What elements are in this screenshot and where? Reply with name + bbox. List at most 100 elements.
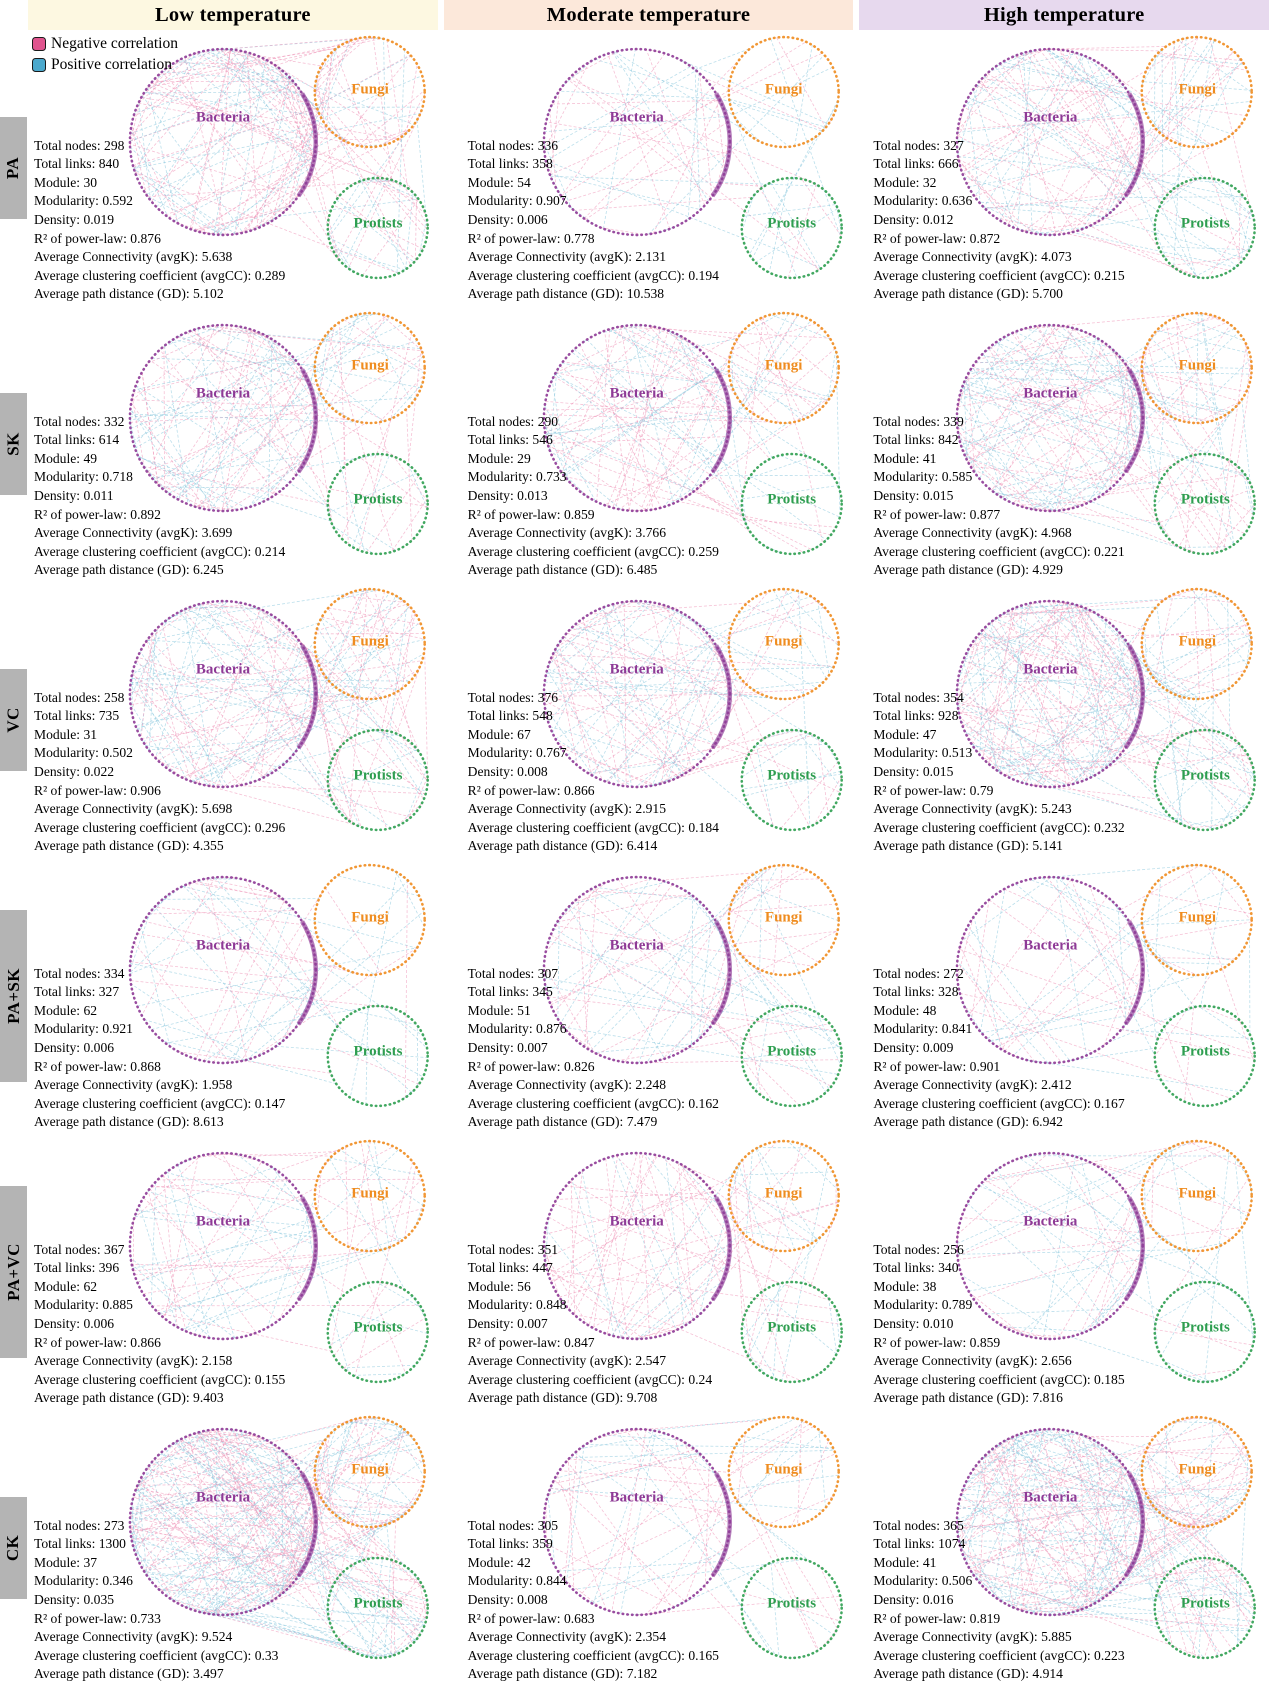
network-graph	[128, 863, 429, 1108]
stat-module: Module: 41	[873, 450, 1124, 469]
stat-value: 0.733	[130, 1610, 161, 1626]
stat-avg-connectivity: Average Connectivity (avgK): 9.524	[34, 1628, 278, 1647]
stat-value: 0.215	[1094, 267, 1125, 283]
stat-total-nodes: Total nodes: 367	[34, 1241, 285, 1260]
stat-value: 8.613	[193, 1114, 224, 1130]
stat-r2-power-law: R² of power-law: 0.859	[873, 1334, 1124, 1353]
stat-value: 928	[938, 708, 959, 724]
stat-value: 2.354	[635, 1629, 666, 1645]
stat-value: 367	[104, 1241, 125, 1257]
stat-value: 38	[922, 1278, 937, 1294]
stat-value: 0.778	[563, 230, 595, 246]
group-label-fungi: Fungi	[764, 1461, 803, 1478]
network-graph	[128, 311, 429, 556]
group-label-fungi: Fungi	[1178, 633, 1217, 650]
group-label-protists: Protists	[353, 767, 403, 784]
network-stats: Total nodes: 256 Total links: 340 Module: …	[873, 1241, 1124, 1408]
stat-label: Density:	[34, 1040, 84, 1056]
stat-value: 9.708	[626, 1390, 658, 1406]
stat-avg-path-distance: Average path distance (GD): 3.497	[34, 1665, 278, 1684]
stat-value: 9.524	[201, 1629, 233, 1645]
stat-label: Average clustering coefficient (avgCC):	[873, 543, 1095, 559]
row-label-rail: PA	[0, 30, 28, 306]
stat-total-links: Total links: 358	[468, 155, 719, 174]
stat-avg-connectivity: Average Connectivity (avgK): 3.699	[34, 524, 285, 543]
stat-value: 0.848	[536, 1297, 567, 1313]
stat-avg-path-distance: Average path distance (GD): 7.816	[873, 1389, 1124, 1408]
stat-module: Module: 54	[468, 174, 719, 193]
stat-total-nodes: Total nodes: 298	[34, 137, 285, 156]
stat-total-links: Total links: 345	[468, 983, 719, 1002]
stat-label: Density:	[873, 764, 923, 780]
stat-label: Density:	[467, 1592, 518, 1608]
stat-avg-clustering: Average clustering coefficient (avgCC): …	[873, 543, 1124, 562]
stat-value: 0.162	[688, 1095, 719, 1111]
stat-avg-connectivity: Average Connectivity (avgK): 4.073	[873, 248, 1124, 267]
stat-total-links: Total links: 735	[34, 707, 285, 726]
network-panel-sk-col1: Bacteria Fungi Protists Total nodes: 290 Tot…	[442, 306, 856, 582]
network-stats: Total nodes: 332 Total links: 614 Module: …	[34, 413, 285, 580]
stat-label: R² of power-law:	[873, 782, 970, 798]
group-label-bacteria: Bacteria	[1023, 1489, 1078, 1506]
stat-label: Average clustering coefficient (avgCC):	[34, 1371, 255, 1387]
group-label-fungi: Fungi	[351, 1185, 389, 1202]
stat-r2-power-law: R² of power-law: 0.868	[34, 1058, 285, 1077]
group-label-bacteria: Bacteria	[195, 1489, 251, 1506]
stat-label: R² of power-law:	[467, 1058, 564, 1074]
stat-label: Average Connectivity (avgK):	[34, 801, 202, 817]
stat-label: Average clustering coefficient (avgCC):	[34, 543, 255, 559]
stat-label: Density:	[873, 1592, 923, 1608]
stat-value: 30	[83, 174, 98, 190]
stat-label: Total links:	[467, 156, 533, 172]
column-header-high-temperature: High temperature	[859, 0, 1269, 30]
network-graph	[955, 1139, 1257, 1384]
stat-value: 0.901	[969, 1058, 1001, 1074]
group-label-fungi: Fungi	[351, 81, 389, 98]
stat-value: 5.698	[201, 801, 233, 817]
stat-label: Density:	[467, 212, 518, 228]
stat-avg-connectivity: Average Connectivity (avgK): 2.354	[468, 1628, 719, 1647]
stat-value: 365	[943, 1517, 964, 1533]
stat-label: Module:	[467, 1554, 518, 1570]
stat-density: Density: 0.007	[468, 1039, 719, 1058]
stat-label: Average path distance (GD):	[467, 838, 627, 854]
stat-value: 327	[98, 984, 120, 1000]
group-label-fungi: Fungi	[764, 357, 803, 374]
stat-label: Average clustering coefficient (avgCC):	[467, 1095, 689, 1111]
stat-label: Module:	[467, 174, 518, 190]
stat-value: 6.485	[626, 562, 658, 578]
stat-label: Average Connectivity (avgK):	[34, 1353, 202, 1369]
stat-label: Total nodes:	[467, 413, 538, 429]
stat-value: 0.223	[1094, 1647, 1125, 1663]
negative-correlation-swatch	[32, 37, 46, 51]
network-panel-sk-col0: Bacteria Fungi Protists Total nodes: 332 Tot…	[28, 306, 442, 582]
stat-label: Density:	[467, 488, 518, 504]
stat-total-nodes: Total nodes: 256	[873, 1241, 1124, 1260]
stat-value: 272	[943, 965, 964, 981]
stat-modularity: Modularity: 0.789	[873, 1296, 1124, 1315]
group-label-protists: Protists	[353, 1595, 403, 1612]
network-stats: Total nodes: 351 Total links: 447 Module: …	[468, 1241, 712, 1408]
stat-modularity: Modularity: 0.907	[468, 192, 719, 211]
network-stats: Total nodes: 272 Total links: 328 Module: …	[873, 965, 1124, 1132]
stat-avg-connectivity: Average Connectivity (avgK): 5.698	[34, 800, 285, 819]
stat-value: 0.585	[941, 469, 973, 485]
stat-module: Module: 30	[34, 174, 285, 193]
stat-total-links: Total links: 328	[873, 983, 1124, 1002]
stat-avg-clustering: Average clustering coefficient (avgCC): …	[873, 1647, 1124, 1666]
stat-label: Density:	[34, 488, 84, 504]
row-pa: PA Bacteria Fungi Protists Total nodes: 298 T…	[0, 30, 1269, 306]
stat-value: 5.885	[1041, 1629, 1072, 1645]
stat-density: Density: 0.015	[873, 487, 1124, 506]
positive-correlation-swatch	[32, 58, 46, 72]
stat-r2-power-law: R² of power-law: 0.847	[468, 1334, 712, 1353]
network-panel-pa-vc-col1: Bacteria Fungi Protists Total nodes: 351 Tot…	[442, 1134, 856, 1410]
network-graph	[955, 35, 1257, 280]
stat-label: Average Connectivity (avgK):	[467, 525, 636, 541]
row-label: PA	[3, 156, 23, 180]
stat-value: 4.968	[1041, 525, 1072, 541]
group-label-fungi: Fungi	[351, 909, 389, 926]
row-label-rail: CK	[0, 1410, 28, 1686]
stat-value: 0.33	[254, 1647, 279, 1663]
group-label-bacteria: Bacteria	[195, 385, 251, 402]
